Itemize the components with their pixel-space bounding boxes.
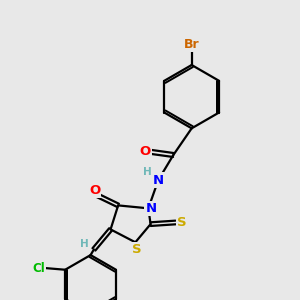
Text: S: S [132,243,142,256]
Text: H: H [143,167,152,177]
Text: N: N [146,202,157,215]
Text: Br: Br [184,38,200,50]
Text: O: O [140,145,151,158]
Text: N: N [153,173,164,187]
Text: S: S [177,216,187,229]
Text: Cl: Cl [33,262,46,275]
Text: H: H [80,239,88,249]
Text: O: O [89,184,100,197]
